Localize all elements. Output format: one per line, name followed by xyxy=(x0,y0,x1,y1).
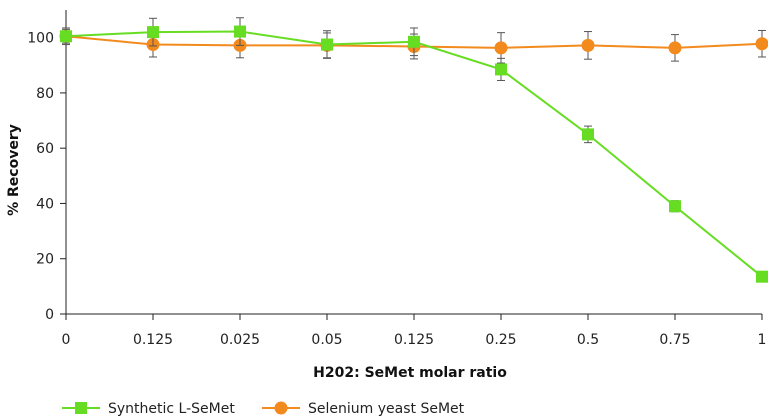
y-tick-label: 60 xyxy=(36,141,54,157)
legend-marker xyxy=(274,401,288,415)
legend-item-1: Synthetic L-SeMet xyxy=(62,401,235,417)
x-ticks: 0 0.125 0.025 0.05 0.125 0.25 0.5 0.75 1 xyxy=(62,314,767,348)
plot-area xyxy=(59,17,768,283)
data-point xyxy=(234,25,246,38)
data-point xyxy=(668,41,682,55)
data-point xyxy=(60,30,72,43)
data-point xyxy=(756,270,768,283)
y-tick-label: 80 xyxy=(36,86,54,102)
x-tick-label: 0 xyxy=(62,332,71,348)
x-tick-label: 0.025 xyxy=(220,332,260,348)
y-tick-label: 100 xyxy=(27,31,54,47)
legend-label: Synthetic L-SeMet xyxy=(108,401,235,417)
x-tick-label: 0.75 xyxy=(659,332,690,348)
x-tick-label: 0.5 xyxy=(577,332,599,348)
y-tick-label: 0 xyxy=(45,307,54,323)
data-point xyxy=(147,26,159,39)
data-point xyxy=(495,63,507,76)
y-tick-label: 40 xyxy=(36,196,54,212)
x-tick-label: 0.25 xyxy=(485,332,516,348)
x-tick-label: 0.125 xyxy=(394,332,434,348)
x-tick-label: 1 xyxy=(758,332,767,348)
x-tick-label: 0.05 xyxy=(311,332,342,348)
legend-marker xyxy=(75,402,87,414)
data-point xyxy=(321,38,333,51)
data-point xyxy=(582,128,594,141)
data-point xyxy=(755,37,768,51)
legend: Synthetic L-SeMet Selenium yeast SeMet xyxy=(62,401,465,417)
y-ticks: 0 20 40 60 80 100 xyxy=(27,31,66,323)
series-line xyxy=(65,30,763,278)
data-point xyxy=(408,35,420,48)
y-tick-label: 20 xyxy=(36,252,54,268)
legend-item-2: Selenium yeast SeMet xyxy=(262,401,465,417)
x-tick-label: 0.125 xyxy=(133,332,173,348)
x-axis-title: H202: SeMet molar ratio xyxy=(313,365,507,381)
y-axis-title: % Recovery xyxy=(6,124,22,216)
data-point xyxy=(581,38,595,52)
data-point xyxy=(669,200,681,213)
legend-label: Selenium yeast SeMet xyxy=(308,401,465,417)
series-1 xyxy=(60,17,768,283)
data-point xyxy=(494,41,508,55)
